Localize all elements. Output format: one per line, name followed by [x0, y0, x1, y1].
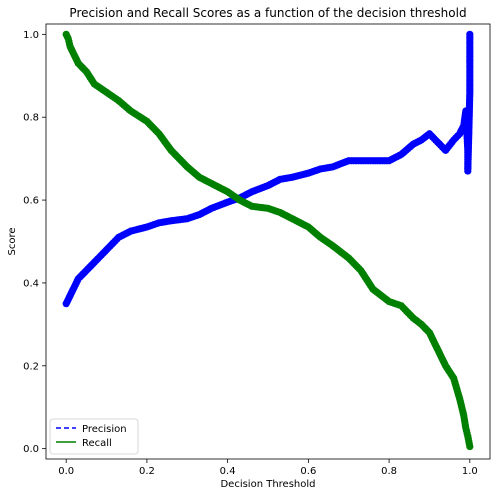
recall-point: [466, 442, 474, 451]
y-tick-label: 1.0: [23, 30, 39, 41]
chart-title: Precision and Recall Scores as a functio…: [69, 6, 466, 20]
legend-precision-label: Precision: [82, 424, 127, 435]
x-axis: 0.0 0.2 0.4 0.6 0.8 1.0: [58, 459, 478, 477]
legend: Precision Recall: [49, 418, 139, 455]
precision-point: [466, 30, 474, 38]
axes-frame: [45, 23, 491, 460]
x-tick-label: 0.8: [381, 466, 397, 477]
plot-area: 0.0 0.2 0.4 0.6 0.8 1.0 0.0 0.2 0.4 0.6 0.8 1.0: [23, 23, 491, 477]
x-tick-label: 0.0: [58, 466, 74, 477]
y-tick-label: 0.4: [23, 278, 39, 289]
series-layer: [62, 30, 474, 451]
y-axis: 0.0 0.2 0.4 0.6 0.8 1.0: [23, 30, 46, 455]
legend-recall-label: Recall: [82, 438, 112, 449]
x-tick-label: 0.4: [220, 466, 236, 477]
x-tick-label: 0.2: [139, 466, 155, 477]
y-tick-label: 0.6: [23, 196, 39, 207]
x-tick-label: 0.6: [300, 466, 316, 477]
recall-series: [62, 30, 474, 451]
y-tick-label: 0.0: [23, 444, 39, 455]
y-tick-label: 0.2: [23, 361, 39, 372]
x-tick-label: 1.0: [462, 466, 478, 477]
x-axis-label: Decision Threshold: [220, 479, 315, 490]
precision-series: [62, 30, 474, 308]
y-axis-label: Score: [7, 227, 18, 255]
y-tick-label: 0.8: [23, 113, 39, 124]
